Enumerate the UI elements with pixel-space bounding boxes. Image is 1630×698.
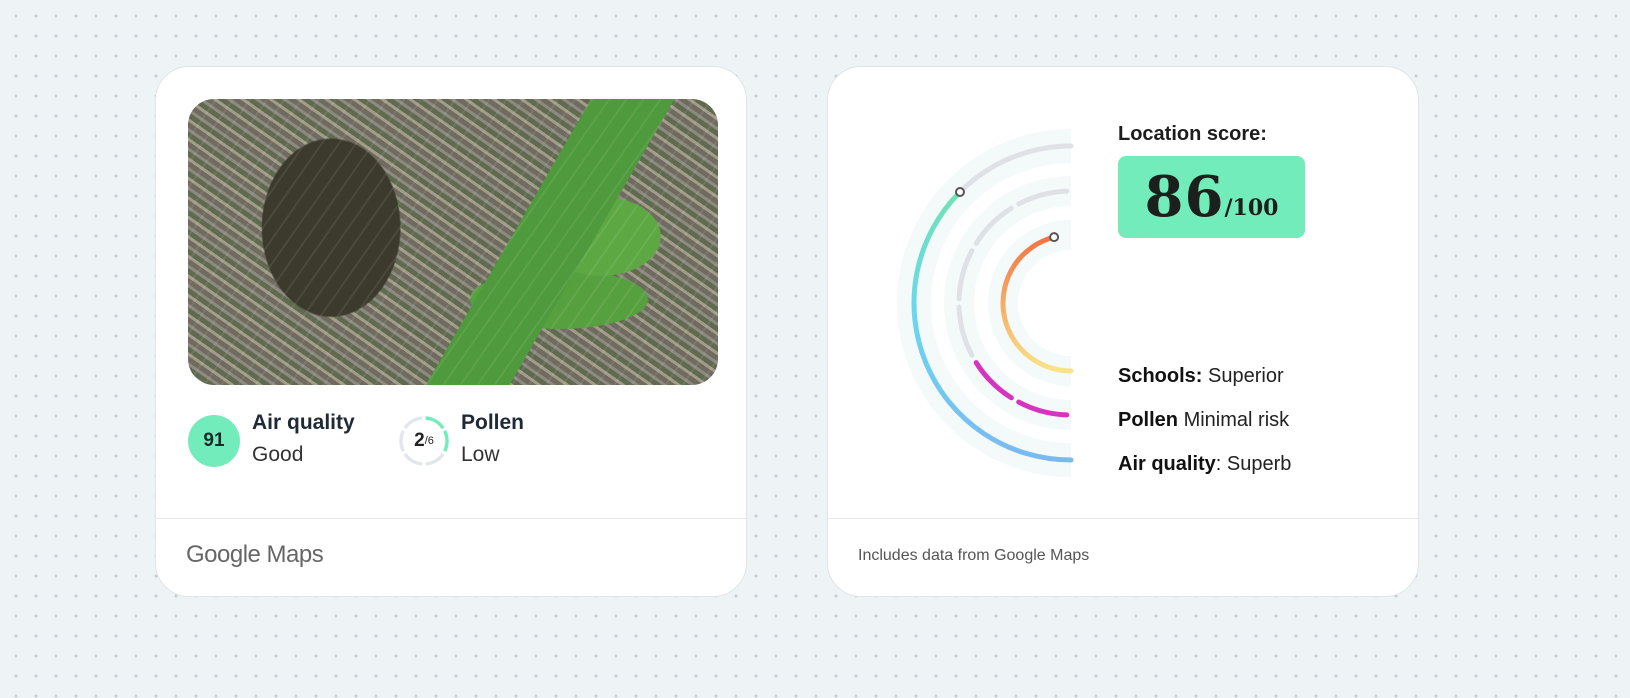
air-quality-row: Air quality: Superb [1118, 453, 1291, 476]
pollen-ring-segment [403, 452, 423, 466]
card-footer: Includes data from Google Maps [828, 518, 1418, 596]
score-max: /100 [1224, 195, 1279, 221]
air-quality-badge: 91 [188, 415, 240, 467]
air-quality-status: Good [252, 443, 304, 466]
pollen-arc-segment [956, 304, 975, 358]
location-score-gauge [897, 129, 1074, 477]
pollen-value-text: Minimal risk [1183, 409, 1290, 431]
air-quality-label: Air quality [252, 411, 355, 434]
pollen-arc-segment [1016, 188, 1070, 207]
card-footer: Google Maps [156, 518, 746, 596]
gauge-halo [988, 220, 1072, 386]
air-quality-marker [954, 186, 965, 197]
location-score-badge: 86/100 [1118, 156, 1305, 238]
google-maps-logo: Google Maps [186, 541, 324, 568]
pollen-ring-segment [399, 430, 405, 452]
air-quality-arc [911, 189, 1074, 463]
pollen-value: 2 [414, 430, 425, 451]
location-score-card: Location score: 86/100 Schools: Superior… [827, 66, 1419, 597]
pollen-row: Pollen Minimal risk [1118, 409, 1289, 432]
pollen-ring-segment [443, 430, 449, 452]
pollen-arc-segment [956, 248, 975, 302]
score-value: 86 [1144, 164, 1225, 230]
location-score-title: Location score: [1118, 123, 1267, 145]
pollen-arc-segment [973, 205, 1014, 246]
air-quality-key: Air quality [1118, 453, 1216, 475]
satellite-map-image[interactable] [188, 99, 718, 385]
data-attribution: Includes data from Google Maps [858, 547, 1090, 564]
pollen-max: /6 [424, 435, 434, 447]
schools-arc [1000, 234, 1074, 374]
pollen-ring-segment [425, 416, 445, 430]
schools-row: Schools: Superior [1118, 365, 1284, 388]
air-quality-track [957, 143, 1074, 195]
environment-card: 91 Air quality Good 2/6 Pollen Low Googl… [155, 66, 747, 597]
pollen-label: Pollen [461, 411, 525, 434]
pollen-arc-segment [1016, 399, 1070, 418]
pollen-key: Pollen [1118, 409, 1179, 431]
schools-marker [1049, 232, 1060, 243]
pollen-status: Low [461, 443, 500, 466]
pollen-ring [399, 416, 449, 466]
pollen-ring-segment [425, 452, 445, 466]
air-quality-value: : Superb [1215, 453, 1292, 475]
schools-value: Superior [1208, 365, 1284, 387]
schools-key: Schools: [1118, 365, 1203, 387]
pollen-ring-segment [403, 416, 423, 430]
pollen-arc-segment [973, 360, 1014, 401]
pollen-level: 2/6 [398, 415, 450, 467]
